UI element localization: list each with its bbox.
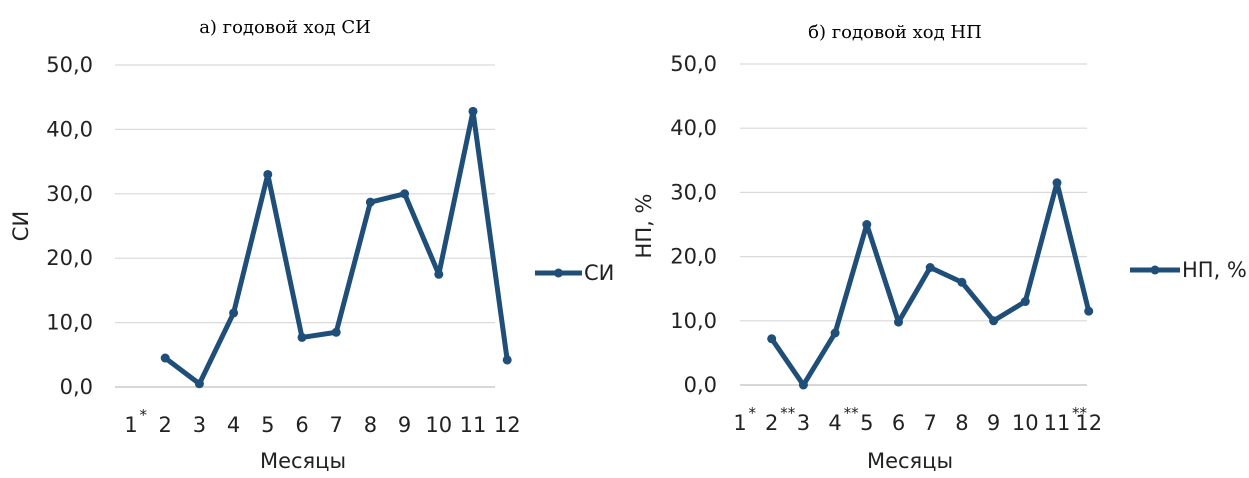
data-point bbox=[194, 379, 204, 389]
data-point bbox=[229, 308, 239, 318]
x-tick-label: 10 bbox=[425, 413, 452, 437]
chart-title: а) годовой ход СИ bbox=[199, 17, 371, 38]
chart-title: б) годовой ход НП bbox=[808, 22, 982, 43]
legend-marker bbox=[1150, 265, 1160, 275]
x-axis-label: Месяцы bbox=[867, 449, 953, 473]
x-tick-mark: * bbox=[749, 404, 757, 422]
data-point bbox=[331, 327, 341, 337]
x-tick-label: 12 bbox=[494, 413, 521, 437]
x-tick-mark: ** bbox=[844, 404, 860, 422]
y-tick-label: 40,0 bbox=[670, 116, 717, 140]
chart-b: б) годовой ход НП 0,0 10,0 20,0 30,0 40,0 50,0… bbox=[632, 22, 1247, 473]
legend-label: НП, % bbox=[1182, 258, 1247, 282]
y-tick-label: 10,0 bbox=[46, 311, 93, 335]
series-line bbox=[769, 180, 1092, 388]
x-tick-label: 3 bbox=[193, 413, 206, 437]
y-axis-label: СИ bbox=[9, 211, 33, 241]
data-point bbox=[1020, 297, 1030, 307]
y-tick-label: 30,0 bbox=[46, 182, 93, 206]
x-tick-label: 5 bbox=[860, 411, 873, 435]
chart-a: а) годовой ход СИ 0,0 10,0 20,0 30,0 40,0 50,0… bbox=[9, 17, 614, 473]
x-tick-label: 2 bbox=[765, 411, 778, 435]
x-tick-label: 9 bbox=[398, 413, 411, 437]
y-tick-label: 30,0 bbox=[670, 180, 717, 204]
x-tick-label: 10 bbox=[1012, 411, 1039, 435]
x-tick-label: 6 bbox=[295, 413, 308, 437]
x-tick-label: 3 bbox=[797, 411, 810, 435]
data-point bbox=[502, 355, 512, 365]
x-tick-label: 1 bbox=[124, 413, 137, 437]
x-tick-label: 8 bbox=[364, 413, 377, 437]
x-tick-mark: ** bbox=[780, 404, 796, 422]
data-point bbox=[434, 269, 444, 279]
x-tick-label: 2 bbox=[159, 413, 172, 437]
legend-marker bbox=[554, 268, 563, 278]
x-tick-label: 1 bbox=[733, 411, 746, 435]
data-point bbox=[263, 169, 273, 179]
legend-label: СИ bbox=[584, 261, 614, 285]
data-point bbox=[894, 317, 903, 327]
legend: СИ bbox=[535, 261, 614, 285]
data-point bbox=[925, 263, 935, 273]
x-tick-mark: ** bbox=[1072, 404, 1088, 422]
x-tick-label: 4 bbox=[227, 413, 240, 437]
y-tick-label: 50,0 bbox=[670, 52, 717, 76]
data-point bbox=[957, 277, 967, 287]
x-tick-label: 12 bbox=[1075, 411, 1102, 435]
y-tick-label: 40,0 bbox=[46, 117, 93, 141]
data-point bbox=[1084, 306, 1094, 316]
x-axis-label: Месяцы bbox=[260, 449, 346, 473]
y-tick-label: 10,0 bbox=[670, 309, 717, 333]
data-point bbox=[400, 189, 410, 199]
y-axis-label: НП, % bbox=[632, 194, 656, 259]
data-point bbox=[767, 334, 777, 344]
x-tick-label: 11 bbox=[460, 413, 487, 437]
x-tick-label: 6 bbox=[892, 411, 905, 435]
data-point bbox=[830, 328, 840, 338]
data-point bbox=[1052, 178, 1062, 188]
x-tick-label: 8 bbox=[955, 411, 968, 435]
y-tick-label: 0,0 bbox=[60, 375, 93, 399]
y-tick-label: 20,0 bbox=[46, 246, 93, 270]
data-point bbox=[798, 380, 808, 390]
x-tick-label: 11 bbox=[1044, 411, 1071, 435]
x-tick-label: 7 bbox=[330, 413, 343, 437]
series-line bbox=[162, 108, 510, 387]
y-tick-label: 20,0 bbox=[670, 245, 717, 269]
data-point bbox=[468, 106, 478, 116]
data-point bbox=[297, 332, 307, 342]
data-point bbox=[989, 316, 999, 326]
data-point bbox=[862, 220, 872, 229]
data-point bbox=[160, 353, 170, 363]
y-tick-label: 0,0 bbox=[684, 373, 717, 397]
x-tick-label: 4 bbox=[828, 411, 841, 435]
x-tick-label: 9 bbox=[987, 411, 1000, 435]
x-tick-label: 5 bbox=[261, 413, 274, 437]
legend: НП, % bbox=[1130, 258, 1247, 282]
y-tick-label: 50,0 bbox=[46, 53, 93, 77]
x-tick-label: 7 bbox=[924, 411, 937, 435]
x-tick-mark: * bbox=[140, 406, 148, 424]
data-point bbox=[365, 197, 375, 207]
